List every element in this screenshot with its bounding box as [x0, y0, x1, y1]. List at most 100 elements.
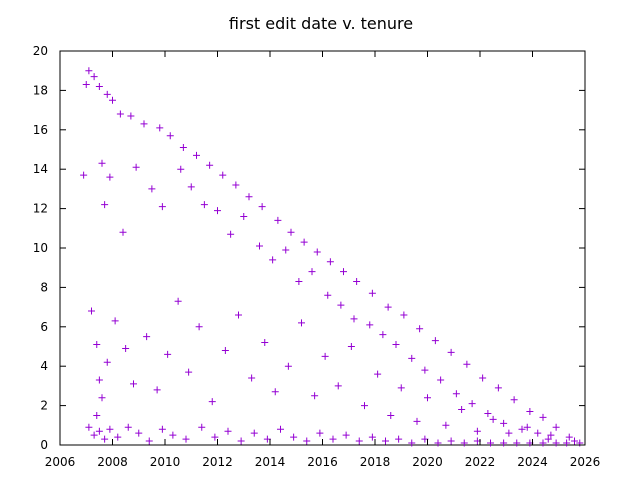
scatter-point	[200, 201, 208, 209]
scatter-point	[547, 431, 555, 439]
scatter-point	[447, 348, 455, 356]
scatter-point	[544, 435, 552, 443]
scatter-point	[298, 319, 305, 327]
scatter-point	[224, 427, 232, 435]
scatter-point	[392, 341, 400, 349]
scatter-point	[284, 362, 292, 370]
scatter-point	[287, 228, 295, 236]
scatter-point	[326, 258, 334, 266]
scatter-point	[227, 230, 235, 238]
points-layer	[80, 67, 584, 447]
scatter-point	[387, 411, 395, 419]
scatter-point	[534, 429, 542, 437]
scatter-point	[221, 346, 229, 354]
scatter-point	[329, 435, 337, 443]
x-tick-label: 2008	[97, 455, 128, 469]
scatter-point	[193, 151, 200, 159]
scatter-point	[232, 181, 240, 189]
scatter-point	[321, 352, 329, 360]
scatter-point	[513, 439, 521, 447]
scatter-point	[416, 325, 424, 333]
scatter-point	[135, 429, 143, 437]
scatter-point	[187, 183, 195, 191]
scatter-point	[500, 439, 508, 447]
y-tick-label: 12	[33, 202, 48, 216]
scatter-point	[164, 350, 172, 358]
scatter-point	[374, 370, 382, 378]
scatter-point	[316, 429, 324, 437]
scatter-point	[473, 427, 481, 435]
scatter-point	[248, 374, 256, 382]
y-tick-label: 2	[40, 399, 48, 413]
scatter-point	[300, 238, 308, 246]
scatter-point	[437, 376, 445, 384]
scatter-point	[95, 82, 103, 90]
scatter-point	[487, 439, 494, 447]
scatter-point	[206, 161, 214, 169]
scatter-point	[208, 398, 216, 406]
scatter-point	[195, 323, 203, 331]
scatter-point	[127, 112, 135, 120]
scatter-point	[355, 437, 363, 445]
scatter-point	[442, 421, 450, 429]
scatter-point	[460, 439, 468, 447]
scatter-point	[452, 390, 460, 398]
scatter-point	[447, 437, 455, 445]
x-tick-label: 2010	[150, 455, 181, 469]
x-tick-label: 2022	[465, 455, 496, 469]
scatter-point	[518, 425, 526, 433]
scatter-point	[145, 437, 153, 445]
x-tick-label: 2016	[307, 455, 338, 469]
scatter-point	[337, 301, 345, 309]
scatter-point	[103, 90, 111, 98]
y-tick-label: 10	[33, 241, 48, 255]
scatter-point	[85, 67, 93, 75]
scatter-point	[311, 392, 319, 400]
scatter-point	[366, 321, 374, 329]
scatter-point	[308, 268, 316, 276]
scatter-point	[539, 413, 547, 421]
y-tick-label: 14	[33, 162, 48, 176]
scatter-point	[563, 439, 571, 447]
scatter-point	[158, 425, 166, 433]
x-tick-label: 2012	[202, 455, 233, 469]
scatter-point	[313, 248, 321, 256]
scatter-point	[261, 339, 269, 347]
scatter-point	[85, 423, 93, 431]
scatter-point	[421, 366, 429, 374]
scatter-point	[148, 185, 156, 193]
scatter-point	[489, 415, 497, 423]
scatter-point	[505, 429, 513, 437]
scatter-point	[235, 311, 242, 319]
scatter-point	[140, 120, 148, 128]
scatter-point	[211, 433, 219, 441]
scatter-point	[539, 439, 547, 447]
scatter-point	[174, 297, 182, 305]
scatter-point	[463, 360, 471, 368]
scatter-point	[90, 73, 98, 81]
scatter-point	[124, 423, 132, 431]
y-tick-label: 8	[40, 280, 48, 294]
scatter-point	[571, 437, 578, 445]
x-tick-label: 2026	[570, 455, 601, 469]
y-tick-label: 6	[40, 320, 48, 334]
scatter-point	[494, 384, 502, 392]
scatter-point	[368, 289, 376, 297]
scatter-point	[250, 429, 258, 437]
scatter-point	[395, 435, 403, 443]
scatter-point	[431, 337, 439, 345]
scatter-point	[177, 165, 185, 173]
scatter-point	[324, 291, 332, 299]
scatter-point	[240, 212, 248, 220]
y-tick-label: 16	[33, 123, 48, 137]
scatter-point	[413, 417, 421, 425]
scatter-point	[169, 431, 177, 439]
scatter-point	[166, 132, 174, 140]
scatter-point	[484, 409, 492, 417]
x-tick-label: 2018	[360, 455, 391, 469]
scatter-point	[219, 171, 227, 179]
scatter-point	[132, 163, 140, 171]
scatter-point	[342, 431, 350, 439]
scatter-point	[101, 201, 109, 209]
